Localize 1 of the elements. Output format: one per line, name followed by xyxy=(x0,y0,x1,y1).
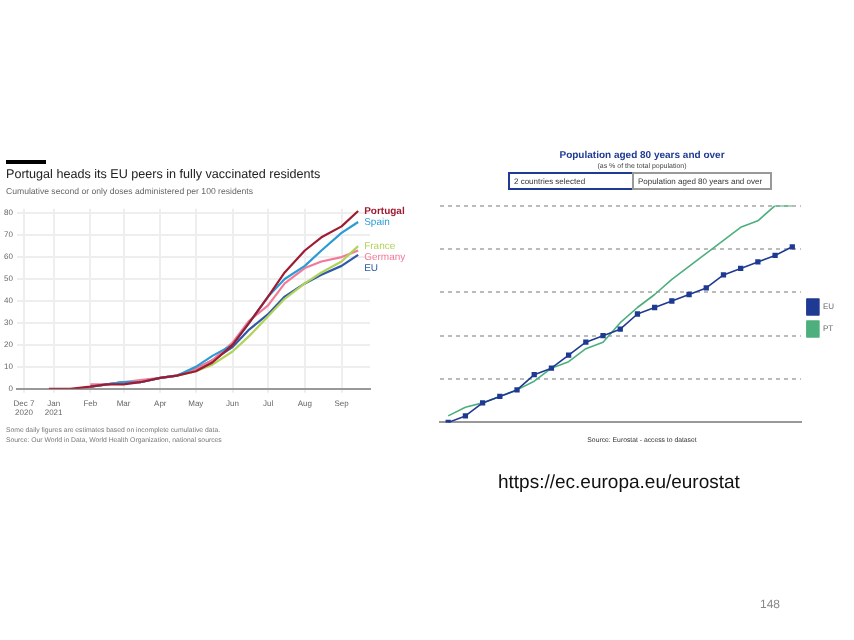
text: https://ec.europa.eu/eurostat xyxy=(498,472,740,494)
